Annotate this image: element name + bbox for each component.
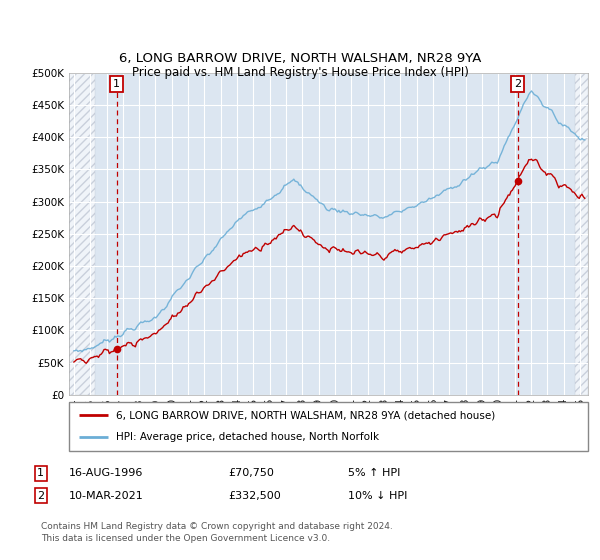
Text: 10% ↓ HPI: 10% ↓ HPI xyxy=(348,491,407,501)
Text: £70,750: £70,750 xyxy=(228,468,274,478)
Text: 16-AUG-1996: 16-AUG-1996 xyxy=(69,468,143,478)
Text: 5% ↑ HPI: 5% ↑ HPI xyxy=(348,468,400,478)
Text: 2: 2 xyxy=(514,79,521,89)
Text: £332,500: £332,500 xyxy=(228,491,281,501)
Text: 1: 1 xyxy=(113,79,120,89)
Text: Price paid vs. HM Land Registry's House Price Index (HPI): Price paid vs. HM Land Registry's House … xyxy=(131,66,469,80)
Bar xyxy=(575,73,588,395)
Text: HPI: Average price, detached house, North Norfolk: HPI: Average price, detached house, Nort… xyxy=(116,432,379,442)
Text: 2: 2 xyxy=(37,491,44,501)
Text: 6, LONG BARROW DRIVE, NORTH WALSHAM, NR28 9YA (detached house): 6, LONG BARROW DRIVE, NORTH WALSHAM, NR2… xyxy=(116,410,495,421)
Text: 1: 1 xyxy=(37,468,44,478)
Text: Contains HM Land Registry data © Crown copyright and database right 2024.
This d: Contains HM Land Registry data © Crown c… xyxy=(41,522,392,543)
Text: 10-MAR-2021: 10-MAR-2021 xyxy=(69,491,144,501)
Bar xyxy=(69,73,95,395)
Text: 6, LONG BARROW DRIVE, NORTH WALSHAM, NR28 9YA: 6, LONG BARROW DRIVE, NORTH WALSHAM, NR2… xyxy=(119,52,481,66)
